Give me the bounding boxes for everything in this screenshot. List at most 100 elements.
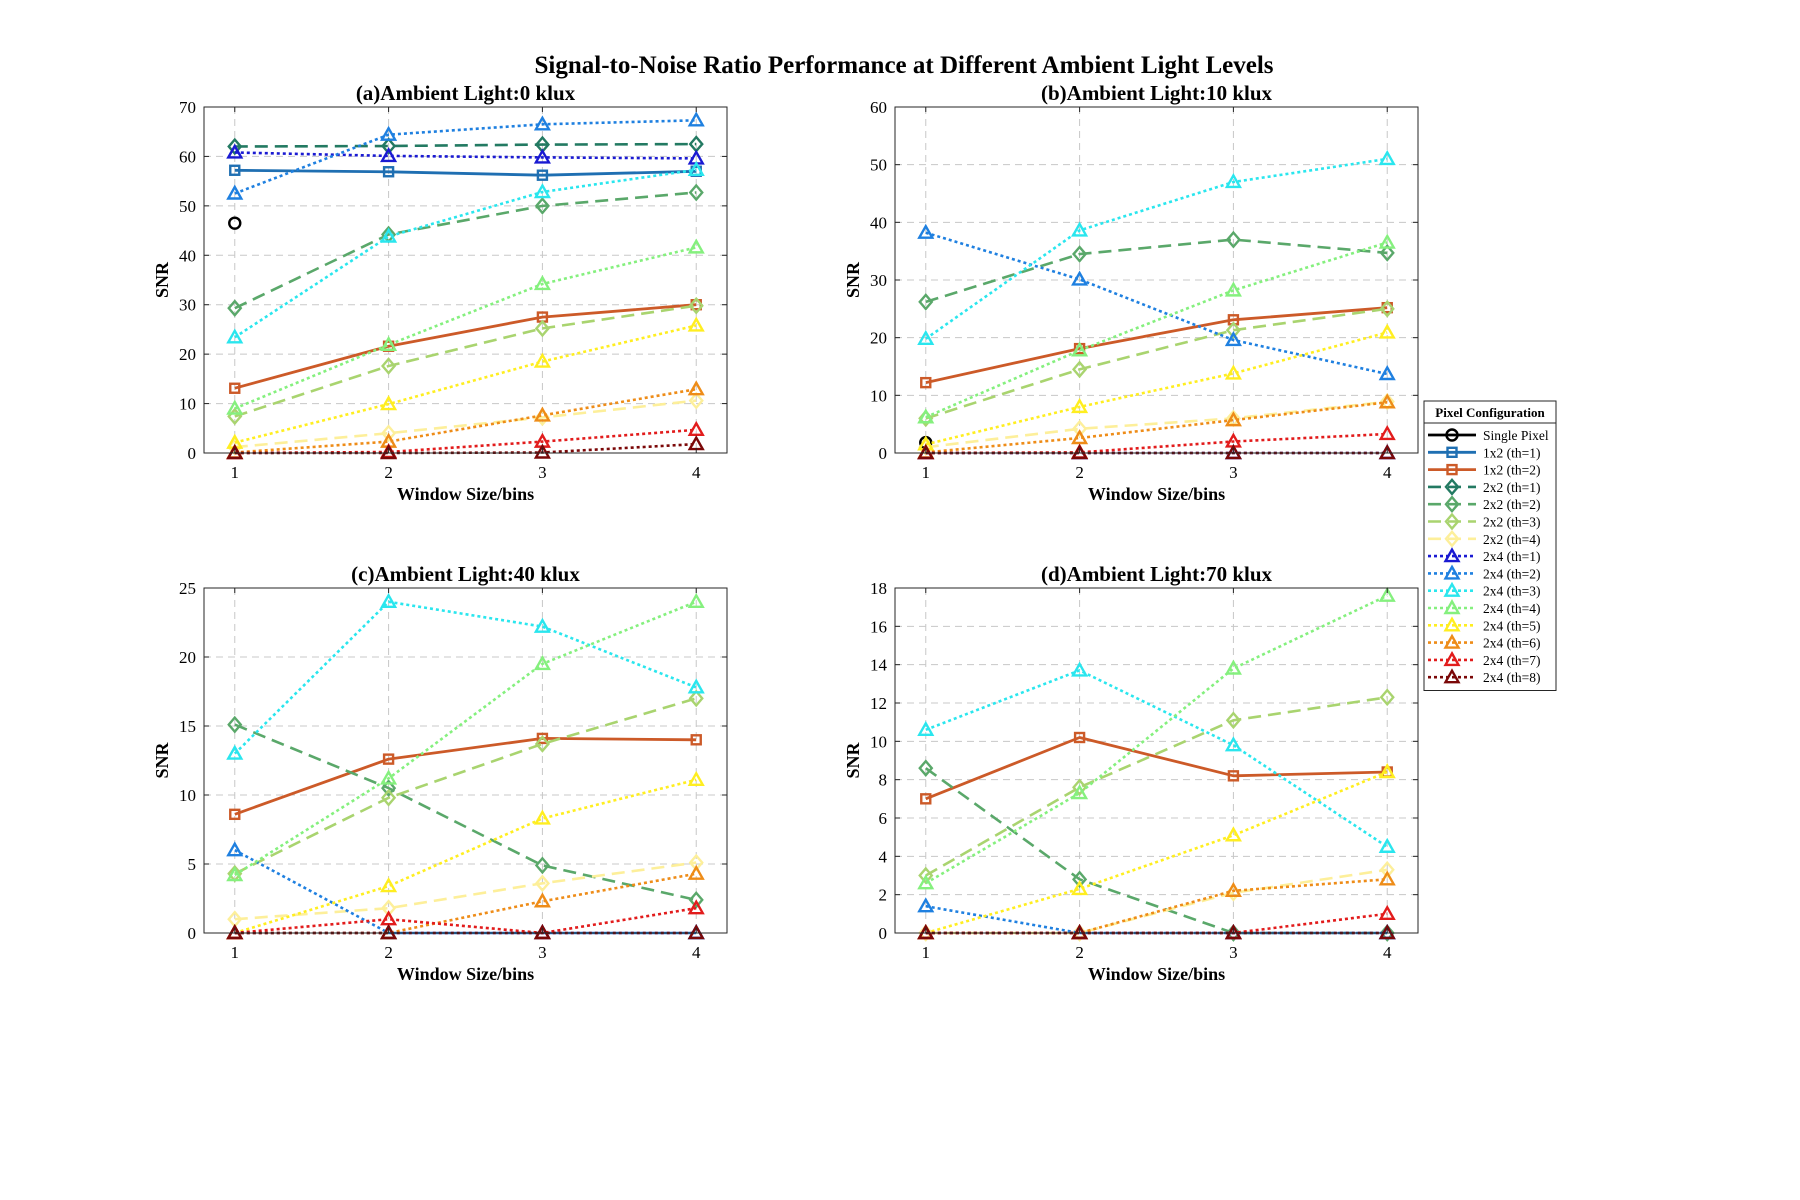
data-point-marker [229, 382, 241, 394]
y-tick-label: 0 [188, 444, 197, 463]
legend-entry-2x4-th-8: 2x4 (th=8) [1428, 668, 1540, 685]
data-point-marker [226, 184, 244, 200]
series-line [234, 600, 697, 877]
legend-marker [1444, 529, 1460, 548]
legend-label: 2x4 (th=8) [1483, 670, 1540, 685]
data-point-marker [536, 169, 549, 181]
x-tick-label: 4 [1383, 463, 1392, 482]
series-2x4-th-2 [917, 223, 1396, 381]
chart-panel-3: 0 5 10 15 20 25 1 2 3 4 (c)Ambient Light:40 klux Wi… [152, 562, 728, 984]
plot-area [895, 588, 1418, 933]
x-tick-label: 3 [1229, 943, 1238, 962]
data-point-marker [1224, 364, 1242, 380]
data-point-marker [1224, 411, 1242, 427]
legend-label: 1x2 (th=1) [1483, 445, 1540, 460]
data-point-marker [1224, 659, 1242, 675]
data-point-marker [1071, 784, 1089, 800]
data-point-marker [688, 183, 704, 202]
legend-label: 2x2 (th=1) [1483, 480, 1540, 495]
data-point-marker [1072, 778, 1088, 797]
data-point-marker [687, 770, 705, 787]
data-point-marker [1378, 149, 1396, 166]
legend-entry-2x4-th-3: 2x4 (th=3) [1428, 581, 1540, 599]
x-tick-label: 3 [1229, 463, 1238, 482]
y-tick-label: 0 [188, 924, 197, 943]
data-point-marker [687, 899, 705, 915]
data-point-marker [1224, 444, 1242, 460]
legend-label: Single Pixel [1483, 428, 1549, 443]
data-point-marker [226, 744, 244, 760]
legend-label: 1x2 (th=2) [1483, 463, 1540, 478]
series-group [917, 149, 1396, 460]
x-tick-label: 2 [384, 943, 393, 962]
legend-title: Pixel Configuration [1435, 405, 1545, 420]
legend-marker [1443, 581, 1461, 597]
series-2x4-th-3 [917, 661, 1396, 853]
data-point-marker [917, 720, 935, 737]
legend-entry-single-pixel: Single Pixel [1428, 428, 1549, 443]
data-point-marker [380, 227, 398, 243]
x-axis-label: Window Size/bins [1088, 964, 1225, 984]
data-point-marker [534, 319, 550, 338]
data-point-marker [382, 753, 395, 765]
y-tick-label: 5 [188, 855, 197, 874]
data-point-marker [1071, 397, 1089, 414]
legend-entry-1x2-th-2: 1x2 (th=2) [1428, 463, 1540, 478]
data-point-marker [229, 164, 241, 176]
y-tick-label: 4 [879, 847, 888, 866]
y-tick-label: 16 [870, 617, 887, 636]
data-point-marker [917, 329, 935, 346]
y-tick-label: 50 [179, 197, 196, 216]
legend-label: 2x4 (th=4) [1483, 601, 1540, 616]
data-point-marker [533, 275, 551, 291]
y-axis-label: SNR [843, 261, 863, 298]
data-point-marker [1379, 299, 1395, 318]
data-point-marker [1072, 870, 1088, 889]
data-point-marker [1224, 881, 1242, 898]
y-tick-label: 30 [179, 296, 196, 315]
legend-marker [1446, 463, 1458, 476]
data-point-marker [534, 874, 550, 893]
data-point-marker [229, 808, 241, 821]
series-2x4-th-3 [226, 592, 705, 760]
chart-panel-2: 0 10 20 30 40 50 60 1 2 3 4 (b)Ambient Light:10 klu… [843, 81, 1419, 504]
data-point-marker [380, 125, 398, 141]
legend-marker [1446, 446, 1458, 458]
panel-title: (b)Ambient Light:10 klux [1041, 81, 1273, 105]
series-line [925, 868, 1388, 935]
y-axis-label: SNR [843, 741, 863, 778]
data-point-marker [381, 424, 397, 443]
data-point-marker [534, 856, 550, 875]
series-line [234, 906, 697, 935]
legend-entry-2x2-th-3: 2x2 (th=3) [1428, 512, 1540, 531]
legend-label: 2x4 (th=3) [1483, 584, 1540, 599]
y-tick-label: 30 [870, 271, 887, 290]
legend-marker [1443, 599, 1461, 615]
data-point-marker [228, 216, 242, 230]
legend-label: 2x4 (th=6) [1483, 636, 1540, 651]
legend-entry-2x2-th-1: 2x2 (th=1) [1428, 478, 1540, 496]
legend-entry-2x2-th-2: 2x2 (th=2) [1428, 495, 1540, 514]
data-point-marker [687, 160, 705, 176]
data-point-marker [1071, 270, 1089, 286]
series-line [925, 878, 1388, 935]
data-point-marker [687, 111, 705, 127]
legend-marker [1445, 428, 1459, 442]
data-point-marker [381, 779, 397, 797]
y-tick-label: 60 [179, 147, 196, 166]
data-point-marker [536, 732, 549, 745]
data-point-marker [1378, 763, 1396, 779]
data-point-marker [533, 148, 551, 164]
data-point-marker [381, 899, 397, 918]
data-point-marker [1224, 924, 1242, 940]
x-tick-label: 4 [692, 463, 701, 482]
data-point-marker [1224, 826, 1242, 842]
data-point-marker [920, 376, 932, 389]
y-tick-label: 10 [870, 732, 887, 751]
data-point-marker [1378, 365, 1396, 381]
data-point-marker [380, 924, 398, 940]
data-point-marker [380, 146, 398, 163]
data-point-marker [533, 617, 551, 633]
series-line [234, 168, 697, 177]
series-line [925, 331, 1388, 446]
